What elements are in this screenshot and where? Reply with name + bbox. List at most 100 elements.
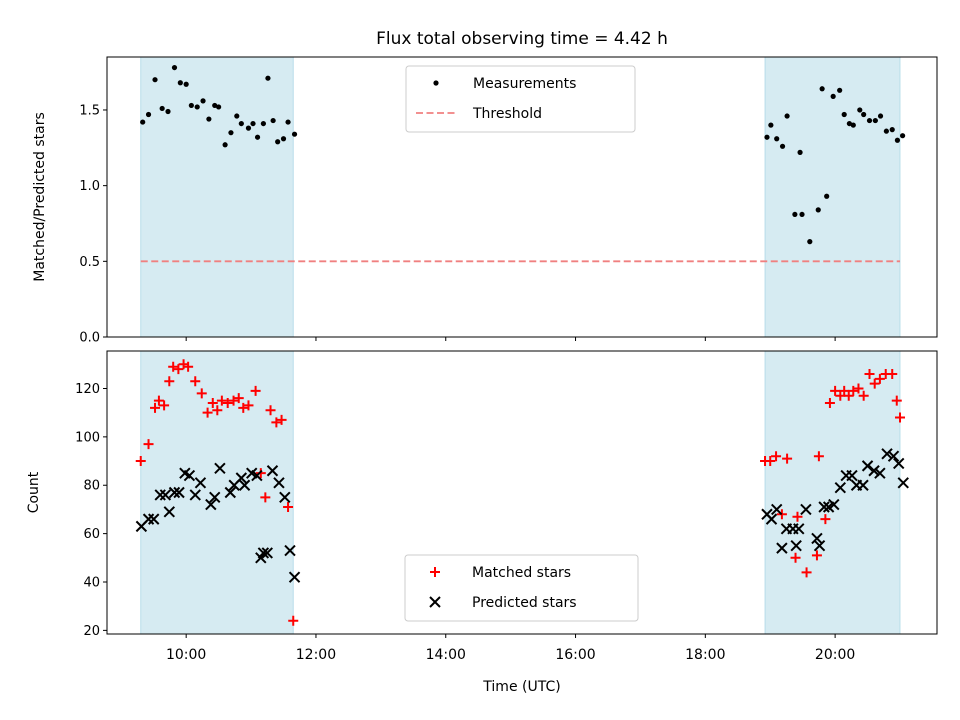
axes-frame bbox=[106, 56, 938, 338]
data-point bbox=[266, 465, 279, 477]
data-point bbox=[864, 368, 875, 379]
x-tick-label: 10:00 bbox=[166, 647, 206, 663]
data-point bbox=[861, 460, 874, 472]
legend-label: Predicted stars bbox=[472, 595, 577, 611]
data-point bbox=[216, 104, 222, 110]
data-point bbox=[811, 550, 822, 561]
data-point bbox=[189, 489, 201, 501]
data-point bbox=[818, 501, 830, 513]
data-point bbox=[216, 395, 227, 406]
data-point bbox=[196, 388, 207, 399]
data-point bbox=[209, 491, 221, 504]
data-point bbox=[792, 211, 798, 218]
series-predicted-stars bbox=[135, 448, 909, 583]
data-point bbox=[183, 81, 189, 87]
data-point bbox=[801, 567, 812, 578]
data-point bbox=[233, 393, 244, 404]
data-point bbox=[143, 439, 154, 450]
data-point bbox=[858, 390, 869, 401]
data-point bbox=[276, 414, 287, 425]
data-point bbox=[171, 64, 178, 71]
data-point bbox=[815, 207, 821, 213]
data-point bbox=[238, 402, 249, 413]
data-point bbox=[765, 513, 778, 525]
y-tick-label: 1.0 bbox=[79, 179, 100, 194]
data-point bbox=[771, 503, 783, 516]
data-point bbox=[834, 481, 847, 494]
data-point bbox=[779, 143, 786, 149]
data-point bbox=[235, 472, 248, 484]
data-point bbox=[820, 514, 831, 525]
data-point bbox=[283, 502, 294, 513]
data-point bbox=[234, 113, 240, 119]
data-point bbox=[153, 395, 164, 406]
series-matched-stars bbox=[135, 359, 906, 626]
data-point bbox=[173, 486, 185, 499]
data-point bbox=[251, 469, 263, 482]
data-point bbox=[265, 405, 276, 416]
y-tick-label: 0.0 bbox=[79, 331, 100, 346]
data-point bbox=[776, 542, 788, 554]
data-point bbox=[291, 131, 298, 137]
data-point bbox=[800, 503, 812, 516]
data-point bbox=[853, 383, 864, 394]
data-point bbox=[850, 122, 856, 128]
data-point bbox=[250, 385, 261, 396]
data-point bbox=[874, 373, 885, 384]
data-point bbox=[173, 364, 184, 375]
y-tick-label: 120 bbox=[75, 382, 100, 397]
data-point bbox=[254, 134, 261, 140]
data-point bbox=[284, 544, 296, 557]
data-point bbox=[771, 451, 782, 462]
data-point bbox=[813, 451, 824, 462]
chart-title: Flux total observing time = 4.42 h bbox=[376, 29, 668, 49]
observing-window-2 bbox=[764, 350, 901, 635]
legend-label: Threshold bbox=[472, 106, 542, 122]
legend-label: Matched stars bbox=[472, 565, 571, 581]
data-point bbox=[222, 398, 233, 409]
data-point bbox=[828, 498, 840, 511]
data-point bbox=[159, 105, 165, 112]
data-point bbox=[877, 113, 884, 119]
data-point bbox=[194, 104, 200, 110]
data-point bbox=[895, 412, 906, 423]
y-tick-label: 60 bbox=[83, 527, 100, 542]
axes-frame bbox=[106, 350, 938, 635]
data-point bbox=[135, 456, 146, 467]
data-point bbox=[168, 486, 181, 499]
data-point bbox=[824, 398, 835, 409]
data-point bbox=[228, 395, 239, 406]
y-axis-label: Matched/Predicted stars bbox=[32, 112, 48, 282]
data-point bbox=[897, 477, 909, 489]
data-point bbox=[846, 469, 858, 482]
x-tick-label: 16:00 bbox=[555, 647, 595, 663]
data-point bbox=[260, 120, 266, 127]
data-point bbox=[830, 385, 841, 396]
data-point bbox=[159, 489, 172, 501]
data-point bbox=[224, 486, 237, 499]
data-point bbox=[874, 467, 886, 479]
y-tick-label: 80 bbox=[83, 479, 100, 494]
data-point bbox=[790, 552, 801, 563]
panel-1: 0.0 0.5 1.0 1.5 Matched/Predicted stars Flux … bbox=[32, 29, 938, 346]
data-point bbox=[206, 116, 212, 122]
data-point bbox=[279, 491, 291, 504]
data-point bbox=[891, 395, 902, 406]
series-measurements bbox=[140, 64, 906, 245]
data-point bbox=[212, 405, 223, 416]
x-axis-label: Time (UTC) bbox=[482, 679, 560, 695]
x-tick-label: 14:00 bbox=[426, 647, 466, 663]
data-point bbox=[883, 128, 889, 134]
data-point bbox=[243, 400, 254, 411]
data-point bbox=[145, 111, 152, 118]
data-point bbox=[202, 407, 213, 418]
data-point bbox=[288, 571, 301, 583]
data-point bbox=[250, 120, 256, 127]
data-point bbox=[205, 498, 217, 511]
data-point bbox=[238, 120, 244, 127]
data-point bbox=[868, 465, 880, 477]
data-point bbox=[265, 75, 271, 81]
legend-box bbox=[404, 554, 639, 622]
data-point bbox=[207, 398, 218, 409]
data-point bbox=[255, 468, 266, 479]
